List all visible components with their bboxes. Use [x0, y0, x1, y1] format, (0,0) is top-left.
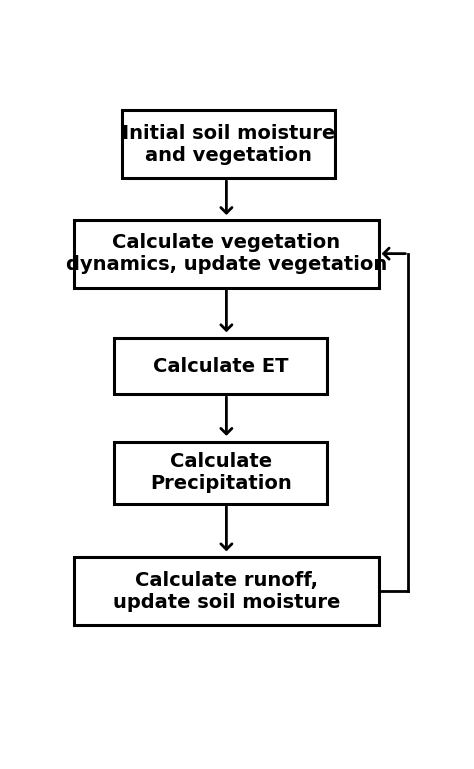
Text: Calculate ET: Calculate ET — [153, 357, 289, 375]
FancyBboxPatch shape — [74, 220, 379, 288]
FancyBboxPatch shape — [122, 110, 335, 178]
Text: Calculate vegetation
dynamics, update vegetation: Calculate vegetation dynamics, update ve… — [66, 233, 387, 274]
Text: Initial soil moisture
and vegetation: Initial soil moisture and vegetation — [122, 124, 335, 165]
Text: Calculate runoff,
update soil moisture: Calculate runoff, update soil moisture — [113, 571, 340, 611]
FancyBboxPatch shape — [114, 338, 328, 394]
FancyBboxPatch shape — [114, 441, 328, 504]
Text: Calculate
Precipitation: Calculate Precipitation — [150, 452, 292, 493]
FancyBboxPatch shape — [74, 557, 379, 625]
